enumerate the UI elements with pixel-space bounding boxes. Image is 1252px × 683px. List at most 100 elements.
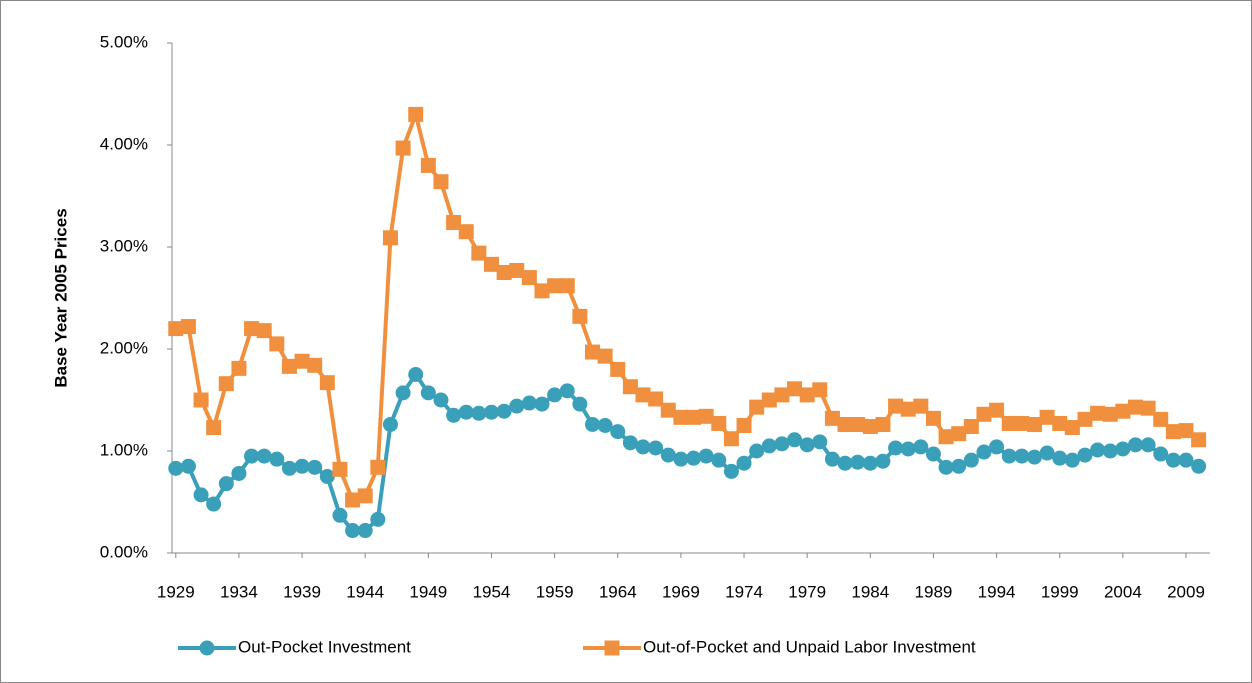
data-point [180, 319, 196, 335]
x-tick-label: 1949 [409, 582, 447, 601]
x-tick-label: 1954 [473, 582, 511, 601]
data-point [1014, 415, 1030, 431]
data-point [635, 387, 651, 403]
data-point [1001, 415, 1017, 431]
data-point [256, 323, 272, 339]
data-point [837, 416, 853, 432]
data-point [521, 395, 537, 411]
data-point [686, 450, 702, 466]
data-point [1052, 415, 1068, 431]
data-point [559, 383, 575, 399]
y-tick-label: 4.00% [100, 134, 148, 153]
data-point [193, 487, 209, 503]
data-point [673, 409, 689, 425]
data-point [1102, 406, 1118, 422]
data-point [585, 344, 601, 360]
data-point [206, 496, 222, 512]
data-point [749, 399, 765, 415]
data-point [483, 404, 499, 420]
data-point [888, 398, 904, 414]
x-tick-label: 1929 [157, 582, 195, 601]
data-point [307, 459, 323, 475]
data-point [572, 396, 588, 412]
data-point [925, 446, 941, 462]
data-point [812, 382, 828, 398]
data-point [925, 410, 941, 426]
data-point [711, 452, 727, 468]
data-point [168, 321, 184, 337]
data-point [458, 224, 474, 240]
y-tick-label: 1.00% [100, 440, 148, 459]
data-point [824, 451, 840, 467]
data-point [1178, 423, 1194, 439]
data-point [774, 436, 790, 452]
data-point [622, 379, 638, 395]
data-point [610, 361, 626, 377]
data-point [1064, 420, 1080, 436]
data-point [976, 406, 992, 422]
data-point [572, 308, 588, 324]
x-tick-label: 1939 [283, 582, 321, 601]
data-point [218, 476, 234, 492]
data-point [218, 376, 234, 392]
data-point [774, 387, 790, 403]
data-point [938, 429, 954, 445]
data-point [648, 391, 664, 407]
data-point [1153, 411, 1169, 427]
data-point [319, 375, 335, 391]
x-tick-label: 1964 [599, 582, 637, 601]
data-point [1026, 449, 1042, 465]
data-point [471, 245, 487, 261]
data-point [1052, 450, 1068, 466]
data-point [319, 469, 335, 484]
data-point [433, 392, 449, 408]
data-point [483, 256, 499, 272]
x-tick-label: 1934 [220, 582, 258, 601]
data-point [989, 402, 1005, 418]
data-point [1077, 447, 1093, 463]
x-tick-label: 1994 [978, 582, 1016, 601]
data-point [648, 440, 664, 456]
data-point [458, 404, 474, 420]
data-point [963, 452, 979, 468]
data-point [1165, 452, 1181, 468]
data-point [281, 460, 297, 476]
data-point [1014, 448, 1030, 464]
data-point [686, 409, 702, 425]
data-point [471, 405, 487, 421]
data-point [1127, 399, 1143, 415]
data-point [395, 385, 411, 401]
data-point [761, 392, 777, 408]
data-point [547, 278, 563, 294]
x-tick-label: 1944 [346, 582, 384, 601]
data-point [370, 459, 386, 475]
x-tick-label: 1979 [788, 582, 826, 601]
data-point [547, 387, 563, 403]
data-point [1165, 424, 1181, 440]
data-point [698, 408, 714, 424]
legend-marker [604, 640, 620, 656]
data-point [622, 435, 638, 451]
legend-marker [199, 640, 215, 656]
data-point [951, 426, 967, 442]
y-tick-label: 2.00% [100, 338, 148, 357]
data-point [332, 507, 348, 523]
data-point [723, 431, 739, 447]
x-tick-label: 1974 [725, 582, 763, 601]
data-point [1102, 443, 1118, 459]
data-point [799, 387, 815, 403]
data-point [888, 440, 904, 456]
data-point [1064, 452, 1080, 468]
data-point [673, 451, 689, 467]
data-point [850, 416, 866, 432]
data-point [976, 444, 992, 460]
data-point [1115, 403, 1131, 419]
data-point [736, 418, 752, 433]
data-point [446, 407, 462, 423]
data-point [496, 403, 512, 419]
data-point [206, 420, 222, 436]
x-tick-label: 2004 [1104, 582, 1142, 601]
x-tick-label: 1969 [662, 582, 700, 601]
